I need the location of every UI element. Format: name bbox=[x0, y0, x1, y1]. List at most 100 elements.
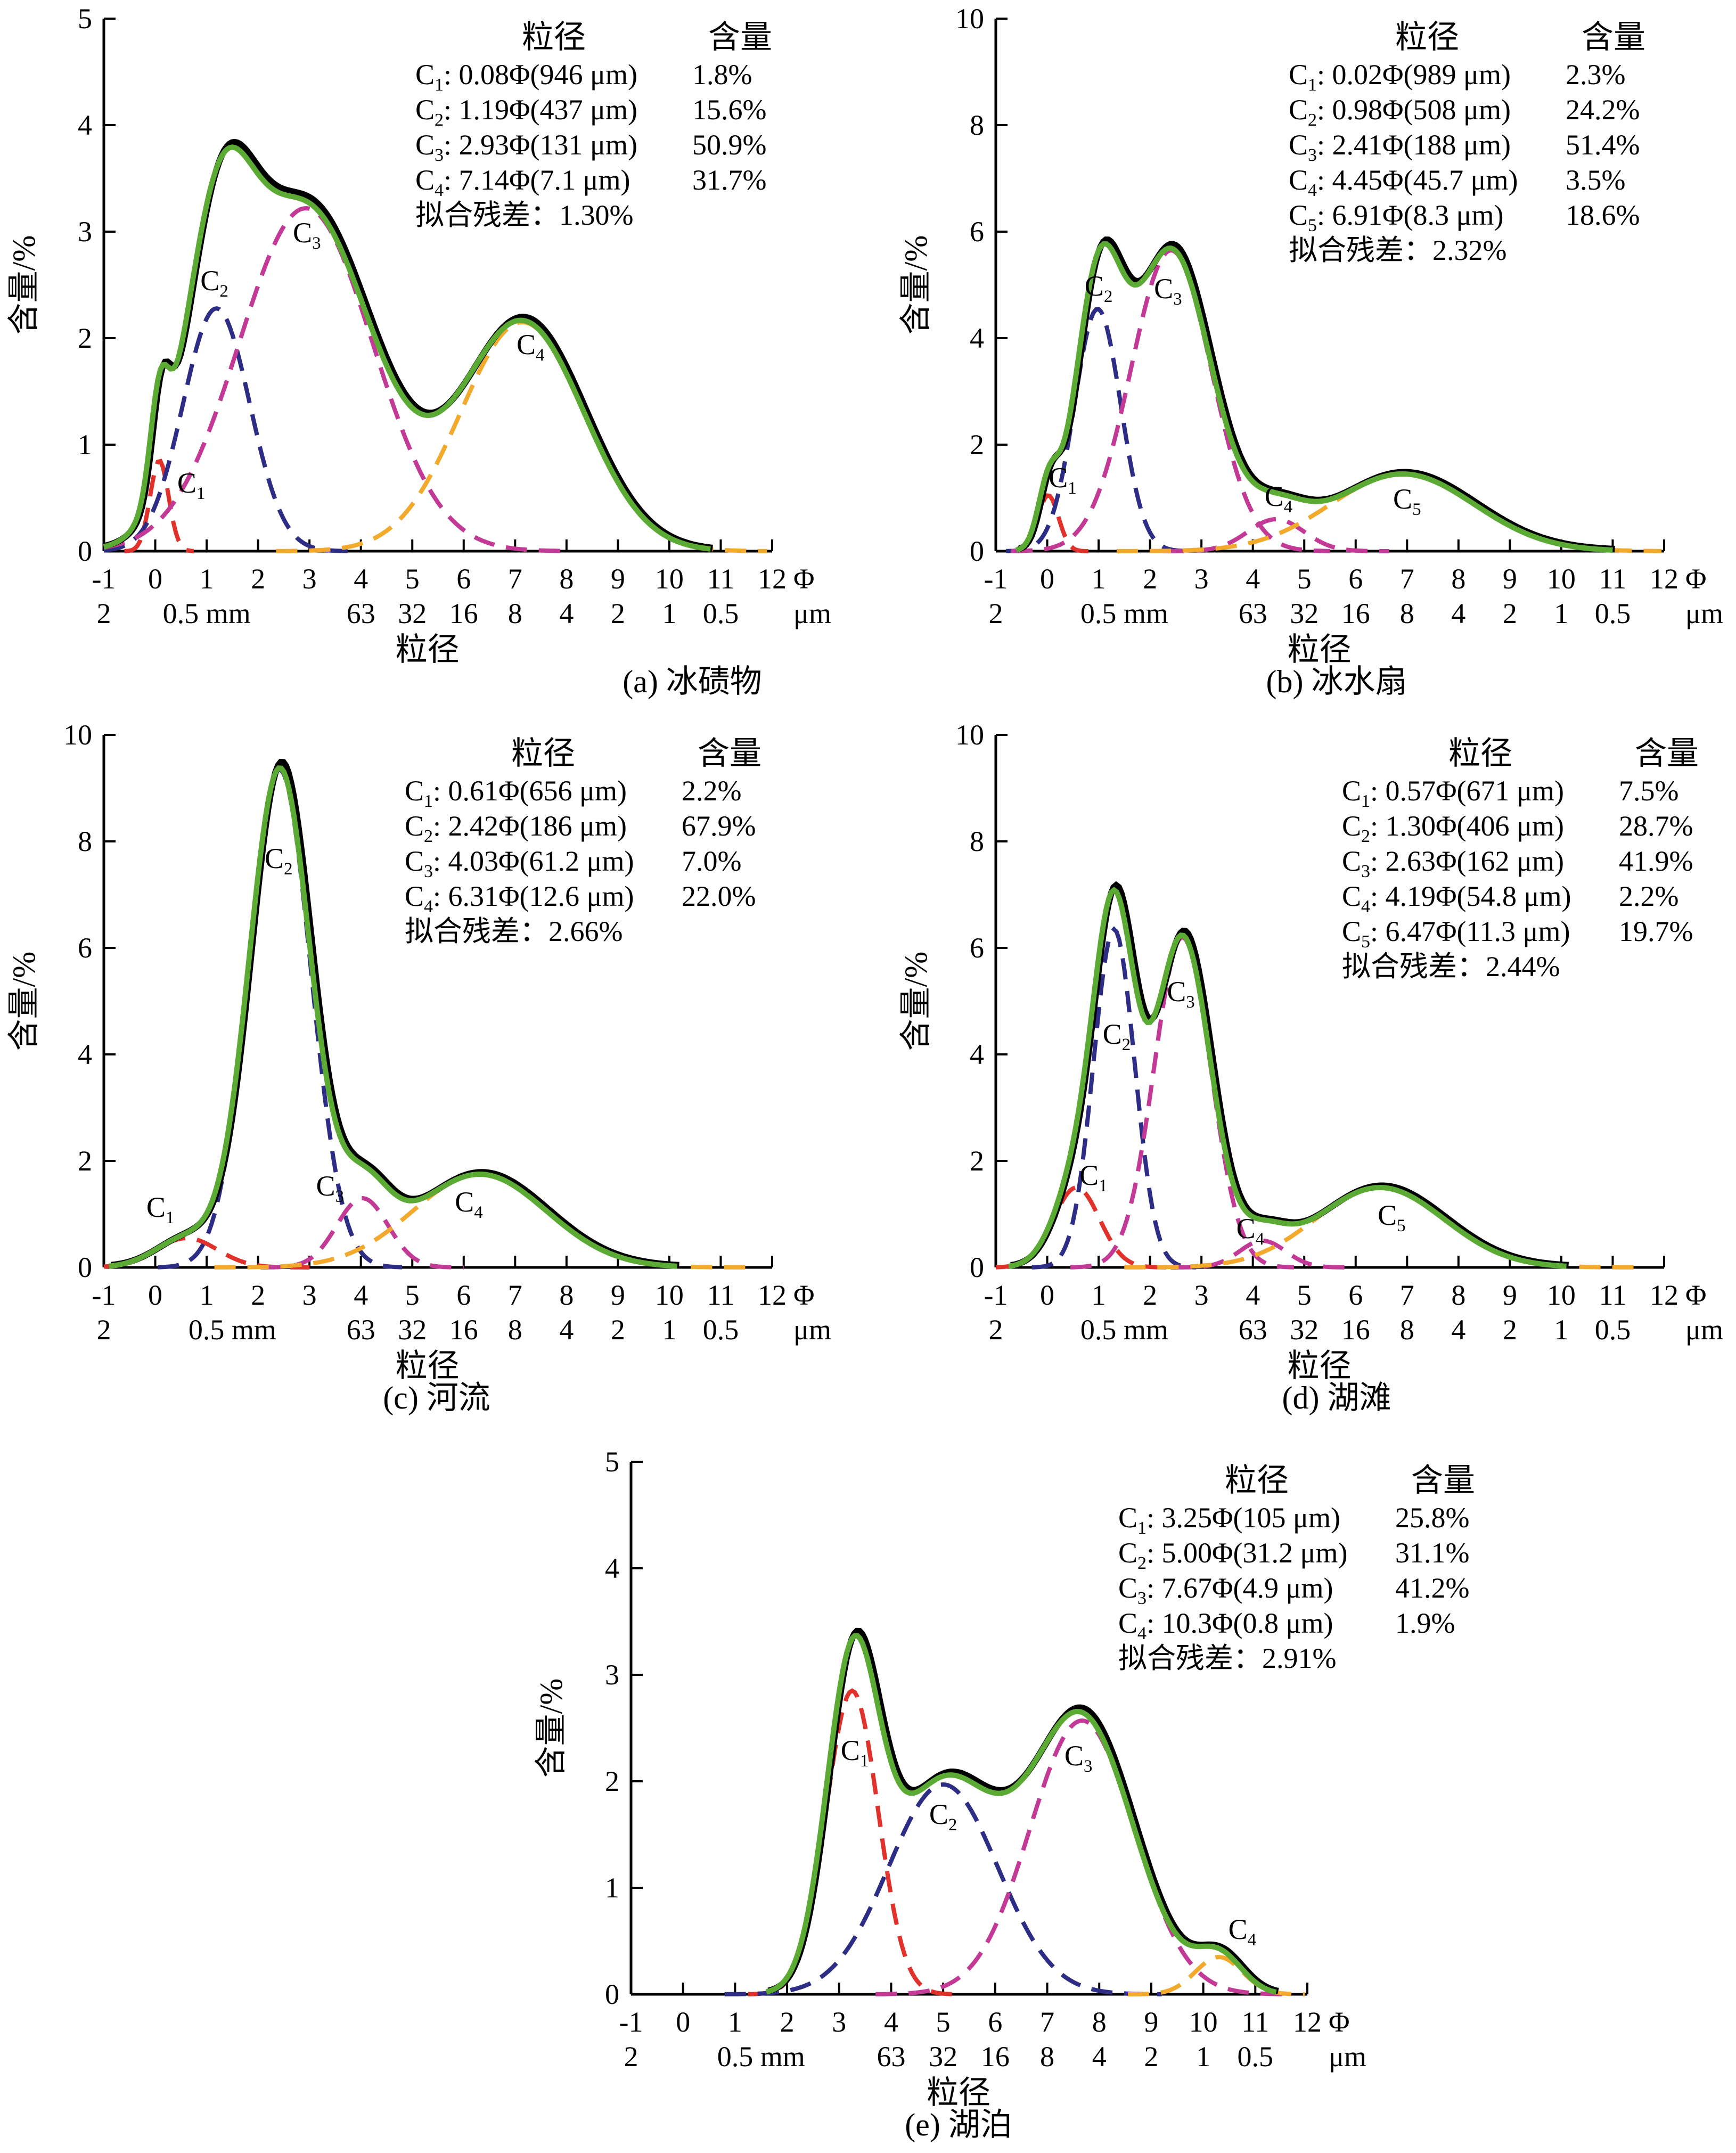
x-tick-label-um: 4 bbox=[559, 597, 574, 629]
x-tick-label-um: 4 bbox=[1451, 1314, 1465, 1346]
x-tick-label-phi: 8 bbox=[559, 1279, 574, 1311]
fit-residual: 拟合残差：2.32% bbox=[1289, 234, 1506, 266]
x-tick-label-phi: 4 bbox=[354, 563, 368, 595]
x-tick-label-phi: -1 bbox=[92, 1279, 116, 1311]
y-tick-label: 6 bbox=[970, 216, 984, 248]
component-curve-c1 bbox=[1009, 493, 1088, 553]
x-tick-label-um: 8 bbox=[1400, 597, 1414, 629]
y-tick-label: 0 bbox=[78, 535, 92, 567]
legend-content-c5: 19.7% bbox=[1619, 915, 1693, 947]
legend-row-c2: C2: 5.00Φ(31.2 μm) bbox=[1118, 1537, 1347, 1573]
component-label-c3: C3 bbox=[1167, 976, 1195, 1012]
x-tick-label-phi: -1 bbox=[984, 563, 1008, 595]
legend-content-c4: 3.5% bbox=[1566, 164, 1625, 196]
component-curve-c2 bbox=[1031, 926, 1197, 1270]
x-tick-label-um: 8 bbox=[508, 597, 522, 629]
x-tick-label-phi: 8 bbox=[1451, 563, 1465, 595]
y-axis-title: 含量/% bbox=[898, 235, 933, 335]
x-tick-label-phi: 6 bbox=[1348, 1279, 1363, 1311]
x-tick-label-phi: 0 bbox=[148, 563, 162, 595]
x-tick-label-phi: 3 bbox=[832, 2006, 846, 2038]
legend-row-c1: C1: 0.02Φ(989 μm) bbox=[1289, 59, 1511, 95]
legend-row-c2: C2: 2.42Φ(186 μm) bbox=[405, 810, 627, 846]
legend-content-c4: 2.2% bbox=[1619, 880, 1678, 912]
x-tick-label-um: 1 bbox=[662, 597, 676, 629]
component-label-c1: C1 bbox=[1079, 1159, 1108, 1196]
component-label-c5: C5 bbox=[1393, 483, 1421, 519]
component-label-c3: C3 bbox=[1064, 1740, 1093, 1776]
legend-content-c1: 25.8% bbox=[1395, 1502, 1469, 1534]
y-tick-label: 4 bbox=[78, 109, 92, 141]
fit-residual: 拟合残差：2.66% bbox=[405, 915, 623, 947]
legend-row-c2: C2: 0.98Φ(508 μm) bbox=[1289, 94, 1511, 130]
component-label-c1: C1 bbox=[1049, 462, 1077, 498]
panel-caption: (c) 河流 bbox=[383, 1380, 490, 1415]
x-unit-phi: Φ bbox=[1685, 1279, 1706, 1311]
component-label-c2: C2 bbox=[265, 842, 293, 879]
x-tick-label-phi: 8 bbox=[1451, 1279, 1465, 1311]
x-tick-label-um: 2 bbox=[611, 1314, 625, 1346]
x-tick-label-um: 0.5 bbox=[703, 1314, 739, 1346]
x-tick-label-phi: 11 bbox=[707, 1279, 734, 1311]
legend-content-c2: 67.9% bbox=[682, 810, 756, 842]
x-tick-label-phi: 3 bbox=[1194, 563, 1209, 595]
x-unit-phi: Φ bbox=[1329, 2006, 1349, 2038]
x-tick-label-um: 32 bbox=[398, 1314, 427, 1346]
component-label-c2: C2 bbox=[929, 1798, 957, 1835]
x-tick-label-phi: 4 bbox=[884, 2006, 898, 2038]
component-curve-c1 bbox=[995, 1185, 1168, 1270]
x-tick-label-phi: 11 bbox=[1599, 563, 1626, 595]
x-axis-title: 粒径 bbox=[396, 632, 460, 667]
x-unit-um: μm bbox=[1329, 2041, 1366, 2073]
y-tick-label: 2 bbox=[78, 322, 92, 354]
legend-row-c4: C4: 10.3Φ(0.8 μm) bbox=[1118, 1607, 1333, 1643]
legend-content-c4: 22.0% bbox=[682, 880, 756, 912]
x-tick-label-phi: 4 bbox=[1246, 563, 1260, 595]
legend-row-c2: C2: 1.30Φ(406 μm) bbox=[1342, 810, 1564, 846]
y-tick-label: 2 bbox=[78, 1145, 92, 1177]
x-unit-phi: Φ bbox=[1685, 563, 1706, 595]
y-axis-title: 含量/% bbox=[6, 952, 42, 1051]
x-tick-label-um: 4 bbox=[559, 1314, 574, 1346]
component-label-c2: C2 bbox=[200, 265, 228, 301]
legend-content-c3: 50.9% bbox=[692, 129, 766, 161]
y-tick-label: 0 bbox=[970, 1251, 984, 1283]
legend-row-c4: C4: 4.45Φ(45.7 μm) bbox=[1289, 164, 1518, 200]
component-curve-c3 bbox=[260, 1196, 464, 1270]
x-tick-label-um: 0.5 bbox=[703, 597, 739, 629]
x-unit-phi: Φ bbox=[793, 563, 814, 595]
x-tick-label-um: 2 bbox=[97, 597, 111, 629]
component-label-c1: C1 bbox=[177, 467, 206, 503]
x-tick-label-phi: 5 bbox=[1297, 1279, 1312, 1311]
component-label-c2: C2 bbox=[1103, 1018, 1131, 1054]
component-label-c4: C4 bbox=[455, 1186, 483, 1222]
y-tick-label: 0 bbox=[78, 1251, 92, 1283]
legend-header-size: 粒径 bbox=[1395, 20, 1459, 55]
legend-row-c3: C3: 7.67Φ(4.9 μm) bbox=[1118, 1572, 1333, 1608]
panel-caption: (b) 冰水扇 bbox=[1266, 664, 1407, 699]
x-tick-label-um: 32 bbox=[1290, 597, 1319, 629]
x-tick-label-phi: 5 bbox=[405, 1279, 420, 1311]
x-tick-label-phi: 10 bbox=[655, 1279, 684, 1311]
x-tick-label-um: 1 bbox=[662, 1314, 676, 1346]
x-tick-label-phi: 11 bbox=[1599, 1279, 1626, 1311]
x-tick-label-phi: 7 bbox=[508, 563, 522, 595]
y-tick-label: 1 bbox=[605, 1872, 619, 1904]
component-curve-c2 bbox=[103, 306, 348, 553]
x-tick-label-phi: 0 bbox=[1040, 1279, 1054, 1311]
legend-header-size: 粒径 bbox=[1225, 1463, 1289, 1498]
legend-row-c4: C4: 7.14Φ(7.1 μm) bbox=[415, 164, 630, 200]
x-tick-label-um: 63 bbox=[877, 2041, 905, 2073]
x-unit-um: μm bbox=[793, 1314, 831, 1346]
x-tick-label-um: 16 bbox=[981, 2041, 1010, 2073]
x-tick-label-phi: 1 bbox=[728, 2006, 742, 2038]
x-tick-label-um: 4 bbox=[1092, 2041, 1107, 2073]
legend-row-c3: C3: 2.41Φ(188 μm) bbox=[1289, 129, 1511, 165]
x-tick-label-um: 0.5 mm bbox=[1080, 597, 1168, 629]
y-tick-label: 10 bbox=[63, 719, 92, 751]
fit-residual: 拟合残差：1.30% bbox=[415, 199, 633, 231]
legend-row-c3: C3: 2.93Φ(131 μm) bbox=[415, 129, 637, 165]
